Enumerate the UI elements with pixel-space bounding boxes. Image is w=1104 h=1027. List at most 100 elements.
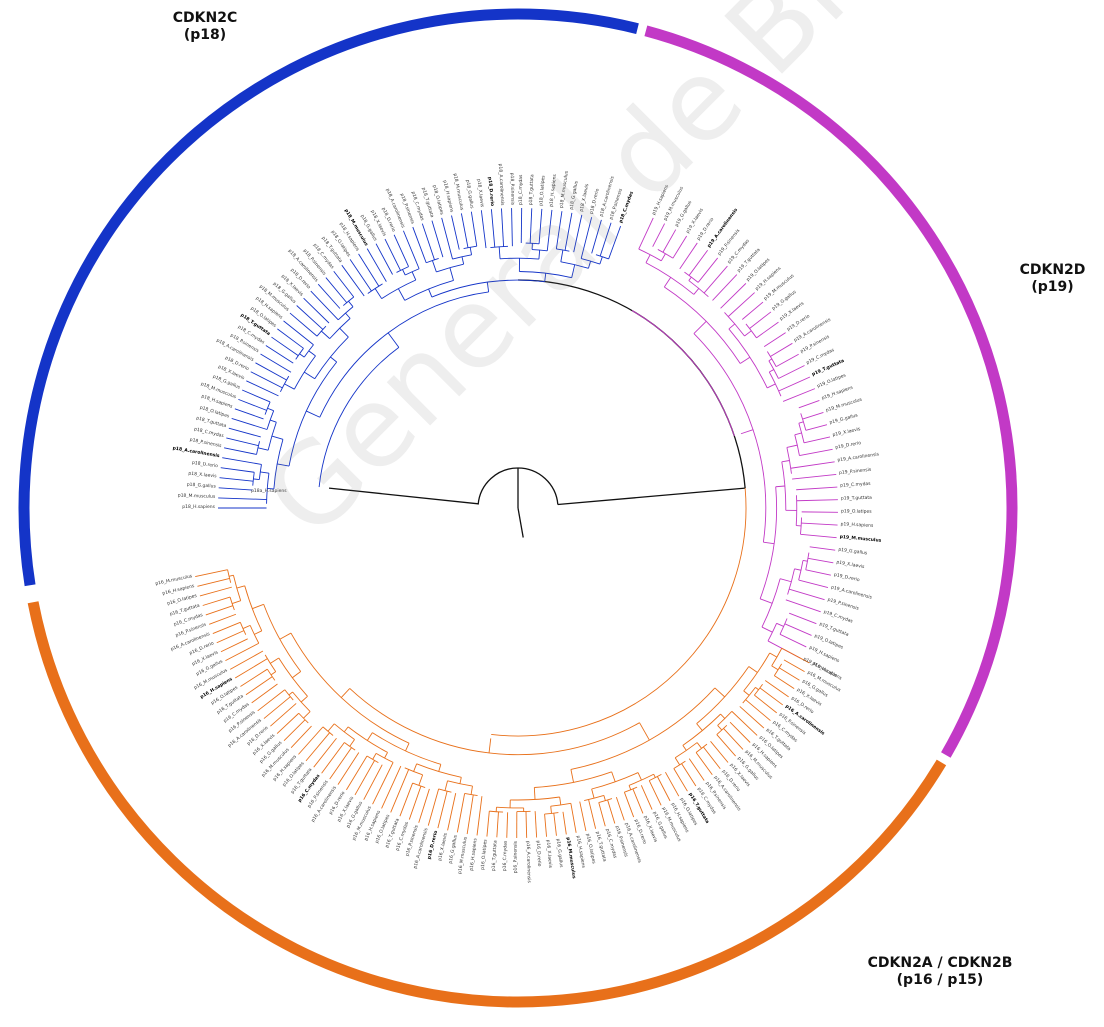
- branch-segment: [337, 752, 360, 785]
- branch-arc: [624, 786, 638, 793]
- branch-segment: [501, 208, 505, 247]
- branch-segment: [313, 737, 337, 768]
- branch-arc: [693, 333, 767, 543]
- branch-segment: [343, 726, 349, 733]
- branch-segment: [703, 746, 721, 770]
- branch-segment: [741, 301, 764, 320]
- branch-segment: [628, 785, 632, 790]
- branch-segment: [696, 742, 702, 749]
- clade-protein-name: (p19): [1031, 279, 1074, 295]
- branch-segment: [229, 650, 264, 670]
- branch-segment: [720, 713, 726, 719]
- branch-segment: [712, 274, 738, 301]
- branch-segment: [387, 332, 400, 348]
- branch-segment: [748, 666, 758, 673]
- branch-arc: [381, 279, 416, 300]
- branch-segment: [267, 487, 274, 490]
- branch-segment: [663, 277, 672, 288]
- branch-segment: [277, 328, 304, 349]
- branch-segment: [397, 288, 406, 301]
- branch-arc: [412, 782, 426, 788]
- branch-segment: [800, 533, 837, 539]
- branch-segment: [782, 388, 816, 402]
- branch-segment: [459, 777, 462, 784]
- leaf-label: p19_G.gallus: [838, 547, 868, 557]
- branch-segment: [662, 229, 677, 253]
- branch-segment: [290, 725, 312, 748]
- branch-segment: [648, 780, 662, 806]
- branch-segment: [372, 753, 377, 760]
- branch-segment: [796, 486, 838, 491]
- branch-segment: [231, 418, 268, 430]
- branch-segment: [253, 478, 260, 481]
- branch-segment: [729, 721, 751, 743]
- branch-segment: [470, 785, 473, 795]
- branch-segment: [743, 690, 750, 696]
- branch-segment: [599, 222, 612, 257]
- branch-segment: [444, 780, 448, 791]
- leaf-label: p18_A.carolinensis: [497, 163, 505, 206]
- branch-segment: [789, 588, 825, 601]
- branch-segment: [271, 336, 299, 356]
- branch-segment: [226, 437, 259, 447]
- branch-segment: [638, 217, 654, 250]
- branch-segment: [260, 353, 292, 373]
- leaf-label: p19_T.guttata: [841, 495, 872, 502]
- branch-segment: [580, 217, 593, 259]
- branch-segment: [588, 799, 597, 829]
- branch-segment: [310, 290, 339, 321]
- branch-segment: [696, 723, 703, 731]
- leaf-label: p19_D.rerio: [835, 440, 862, 451]
- branch-segment: [807, 557, 834, 564]
- branch-segment: [300, 695, 308, 703]
- branch-arc: [696, 666, 750, 724]
- branch-segment: [697, 257, 719, 283]
- branch-arc: [447, 780, 473, 787]
- branch-segment: [529, 208, 533, 244]
- branch-segment: [607, 799, 616, 824]
- branch-arc: [292, 691, 311, 712]
- branch-segment: [506, 812, 509, 838]
- branch-segment: [803, 436, 831, 444]
- clade-label-cdkn2c: CDKN2C (p18): [150, 10, 260, 44]
- leaf-label: p18_D.rerio: [589, 188, 601, 215]
- leaf-label: p18_G.gallus: [464, 179, 475, 209]
- branch-segment: [688, 758, 705, 781]
- branch-segment: [197, 578, 230, 587]
- branch-segment: [466, 794, 474, 835]
- branch-segment: [220, 467, 255, 473]
- branch-segment: [798, 421, 804, 424]
- branch-segment: [744, 330, 752, 337]
- branch-segment: [486, 282, 490, 293]
- branch-segment: [219, 477, 254, 482]
- leaf-label: p18_H.sapiens: [442, 180, 455, 214]
- branch-segment: [218, 487, 253, 491]
- branch-segment: [570, 803, 577, 833]
- leaf-label: p19_X.laevis: [832, 426, 862, 438]
- leaf-label: p16_D.rerio: [426, 830, 439, 860]
- branch-segment: [775, 485, 785, 488]
- clade-arcs: [18, 8, 1018, 1008]
- branch-arc: [800, 413, 807, 431]
- branch-segment: [615, 796, 625, 821]
- outgroup-label: p18a_H.sapiens: [251, 488, 287, 494]
- branch-segment: [688, 276, 692, 281]
- branch-segment: [265, 345, 294, 364]
- branch-arc: [319, 291, 489, 418]
- branch-segment: [553, 813, 557, 836]
- branch-arc: [249, 625, 260, 644]
- branch-segment: [714, 687, 725, 698]
- branch-segment: [486, 811, 490, 837]
- branch-segment: [327, 723, 335, 732]
- branch-segment: [340, 688, 351, 698]
- branch-segment: [224, 447, 257, 455]
- branch-segment: [778, 376, 811, 392]
- branch-segment: [251, 683, 278, 704]
- branch-segment: [789, 612, 817, 625]
- branch-segment: [267, 407, 274, 412]
- branch-segment: [375, 243, 393, 275]
- branch-arc: [264, 654, 277, 672]
- branch-segment: [470, 211, 478, 247]
- leaf-label: p18_C.mydas: [518, 174, 524, 205]
